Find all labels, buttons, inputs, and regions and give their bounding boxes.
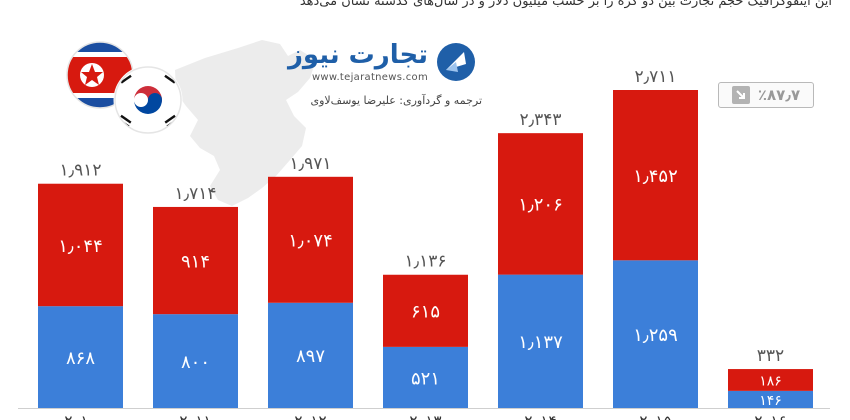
bar-south-korea [268, 302, 353, 408]
bar-south-korea [38, 306, 123, 408]
year-tick-label: ۲۰۱۰ [64, 412, 96, 420]
total-label: ۱٫۱۳۶ [404, 252, 446, 272]
bar-north-korea [613, 90, 698, 261]
value-label-south-korea: ۸۹۷ [296, 346, 325, 367]
value-label-north-korea: ۱٫۰۴۴ [58, 236, 103, 257]
year-tick-label: ۲۰۱۵ [639, 412, 671, 420]
brand-logo: تجارت نیوز www.tejaratnews.com [287, 38, 480, 88]
south-korea-flag-icon [113, 65, 183, 135]
total-label: ۱٫۹۱۲ [59, 161, 101, 181]
value-label-north-korea: ۹۱۴ [181, 251, 210, 272]
bar-north-korea [268, 176, 353, 303]
brand-site: www.tejaratnews.com [311, 72, 428, 83]
total-label: ۲٫۷۱۱ [634, 67, 676, 87]
bar-north-korea [153, 206, 238, 315]
bar-north-korea [383, 274, 468, 347]
total-label: ۱٫۷۱۴ [174, 184, 216, 204]
brand-name: تجارت نیوز [287, 40, 428, 70]
total-label: ۲٫۳۴۳ [519, 110, 561, 130]
bar-south-korea [153, 314, 238, 408]
value-label-south-korea: ۱٫۲۵۹ [633, 325, 678, 346]
value-label-south-korea: ۸۰۰ [181, 352, 210, 373]
year-tick-label: ۲۰۱۱ [179, 412, 211, 420]
year-tick-label: ۲۰۱۶ [754, 412, 786, 420]
year-tick-label: ۲۰۱۳ [409, 412, 441, 420]
year-tick-label: ۲۰۱۲ [294, 412, 326, 420]
value-label-south-korea: ۵۲۱ [411, 368, 440, 389]
bar-south-korea [613, 260, 698, 408]
change-badge: ٪۸۷٫۷ [718, 82, 814, 108]
total-label: ۳۳۲ [757, 346, 784, 366]
value-label-north-korea: ۱٫۴۵۲ [633, 166, 678, 187]
value-label-south-korea: ۱٫۱۳۷ [518, 332, 563, 353]
bar-north-korea [728, 369, 813, 391]
brand-mark-icon [437, 43, 475, 81]
total-label: ۱٫۹۷۱ [289, 154, 331, 174]
change-value: ٪۸۷٫۷ [757, 86, 801, 104]
bar-south-korea [728, 390, 813, 408]
value-label-north-korea: ۱۸۶ [759, 373, 782, 389]
bar-north-korea [498, 133, 583, 275]
credit-line: ترجمه و گردآوری: علیرضا یوسف‌لاوی [310, 94, 482, 107]
bar-south-korea [383, 346, 468, 408]
value-label-north-korea: ۱٫۰۷۴ [288, 231, 333, 252]
year-tick-label: ۲۰۱۴ [524, 412, 556, 420]
bar-south-korea [498, 274, 583, 408]
chart-caption: این اینفوگرافیک حجم تجارت بین دو کره را … [299, 0, 832, 9]
value-label-south-korea: ۱۴۶ [759, 393, 782, 409]
value-label-north-korea: ۱٫۲۰۶ [518, 195, 563, 216]
korea-map-icon [175, 40, 316, 206]
bar-north-korea [38, 183, 123, 307]
value-label-south-korea: ۸۶۸ [66, 348, 95, 369]
value-label-north-korea: ۶۱۵ [411, 302, 440, 323]
arrow-down-right-icon [731, 86, 750, 104]
